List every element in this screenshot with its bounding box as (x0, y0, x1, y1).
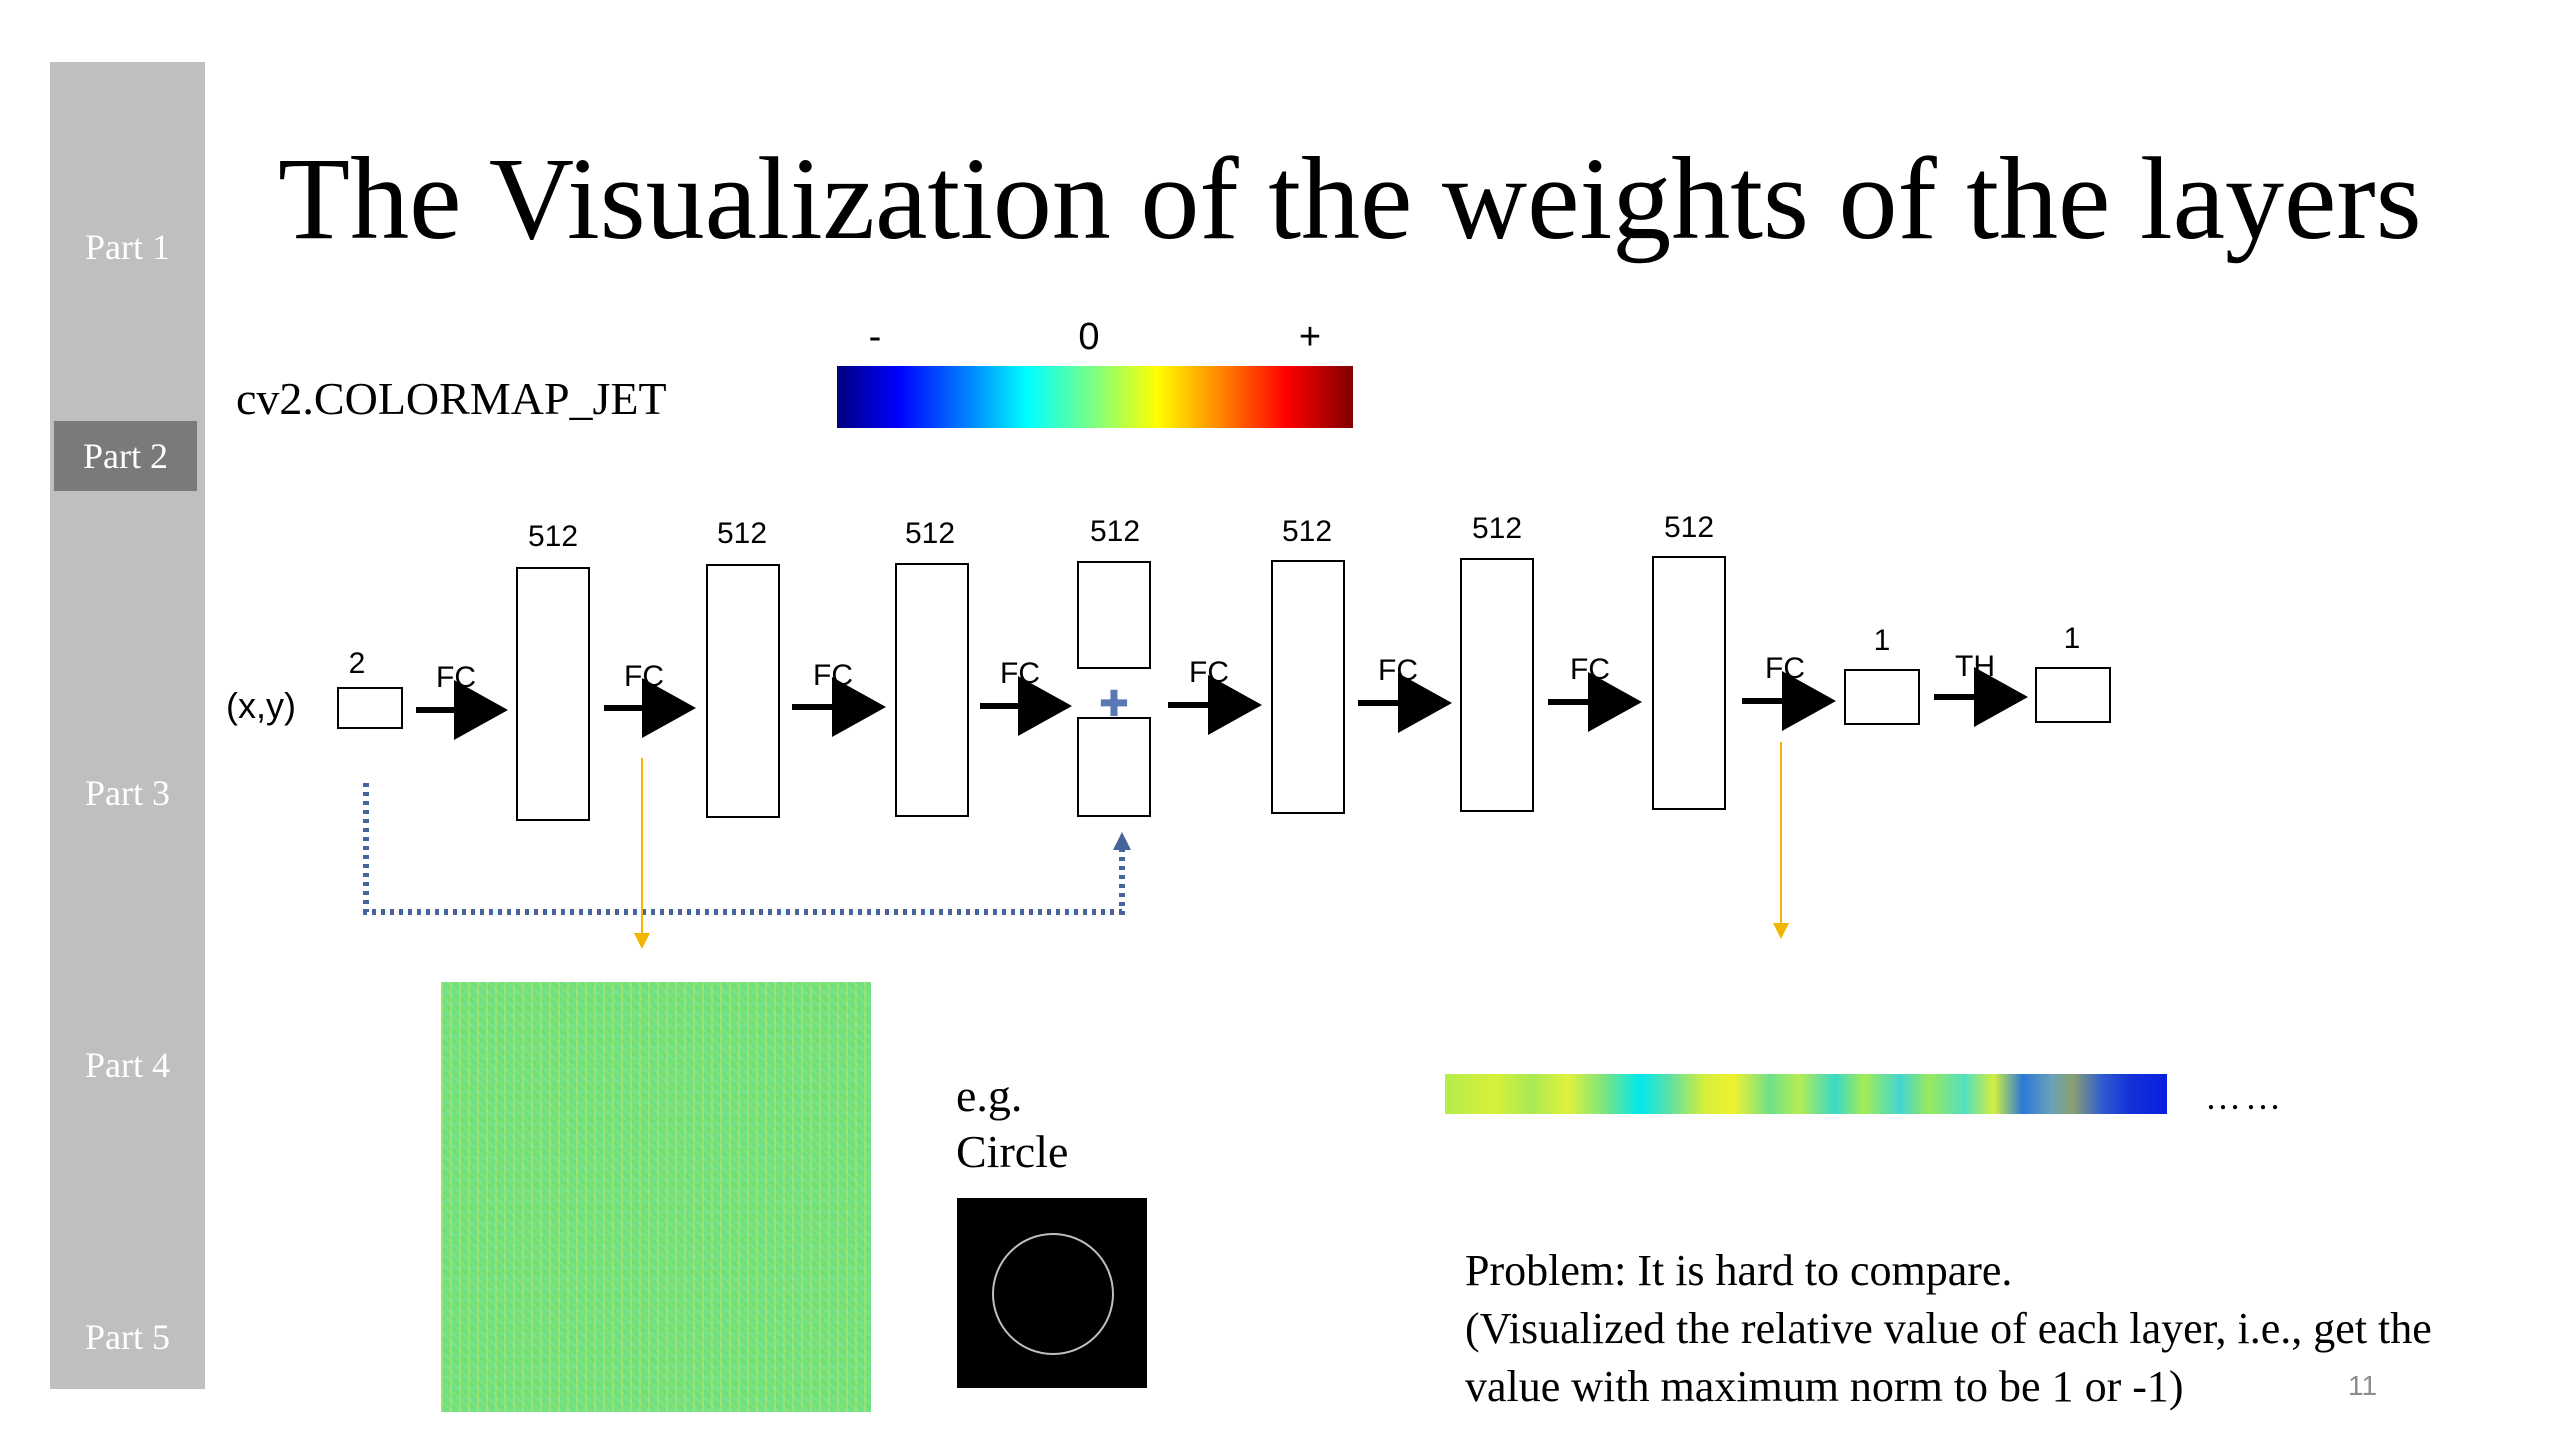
layer-7-node (1652, 556, 1726, 810)
fc-label-2: FC (624, 660, 664, 693)
network-diagram: (x,y) 2 FC 512 FC 512 FC 512 FC 512 ✚ FC… (226, 511, 2111, 949)
skip-connection (363, 783, 1125, 915)
weight-heatmap (441, 982, 871, 1412)
layer-3-dim: 512 (905, 517, 955, 550)
layer-1-dim: 512 (528, 520, 578, 553)
page-number: 11 (2348, 1370, 2378, 1401)
th-label: TH (1955, 650, 1995, 683)
fc-label-4: FC (1000, 657, 1040, 690)
example-label: e.g. Circle (956, 1068, 1068, 1180)
example-label-circle: Circle (956, 1126, 1069, 1177)
fc-label-5: FC (1189, 656, 1229, 689)
layer-7-dim: 512 (1664, 511, 1714, 544)
layer-4-bottom-node (1077, 717, 1151, 817)
layer-5-node (1271, 560, 1345, 814)
fc-label-1: FC (436, 661, 476, 694)
circle-example-image (957, 1198, 1147, 1388)
colormap-label: cv2.COLORMAP_JET (236, 373, 667, 424)
layer-6-dim: 512 (1472, 512, 1522, 545)
layer-4-dim: 512 (1090, 515, 1140, 548)
sidebar-item-part-2[interactable]: Part 2 (54, 421, 197, 491)
fc-label-8: FC (1765, 652, 1805, 685)
layer-5-dim: 512 (1282, 515, 1332, 548)
colorbar-tick-plus: + (1298, 316, 1322, 358)
problem-line-2: (Visualized the relative value of each l… (1465, 1304, 2432, 1353)
sidebar-item-part-1[interactable]: Part 1 (85, 227, 170, 267)
sidebar: Part 1 Part 2 Part 3 Part 4 Part 5 (50, 62, 205, 1389)
slide-title: The Visualization of the weights of the … (278, 133, 2422, 264)
final-output-node (2035, 667, 2111, 723)
sidebar-item-part-3[interactable]: Part 3 (85, 773, 170, 813)
sidebar-item-part-5[interactable]: Part 5 (85, 1317, 170, 1357)
problem-text: Problem: It is hard to compare. (Visuali… (1465, 1242, 2432, 1416)
layer-3-node (895, 563, 969, 817)
fc-label-3: FC (813, 659, 853, 692)
ellipsis: …… (2205, 1077, 2285, 1117)
problem-line-1: Problem: It is hard to compare. (1465, 1246, 2013, 1295)
skip-arrowhead (1113, 832, 1131, 850)
input-dim-label: 2 (349, 647, 366, 680)
fc-label-6: FC (1378, 654, 1418, 687)
final-out-dim: 1 (2064, 622, 2081, 655)
layer-2-dim: 512 (717, 517, 767, 550)
sidebar-item-part-4[interactable]: Part 4 (85, 1045, 170, 1085)
circle-ring (992, 1233, 1114, 1355)
last-layer-weight-bar (1445, 1074, 2167, 1114)
input-node (337, 687, 403, 729)
layer-4-top-node (1077, 561, 1151, 669)
input-label: (x,y) (226, 685, 296, 726)
layer-1-node (516, 567, 590, 821)
fc-label-7: FC (1570, 653, 1610, 686)
colorbar-tick-minus: - (868, 316, 882, 358)
problem-line-3: value with maximum norm to be 1 or -1) (1465, 1362, 2184, 1411)
layer-2-node (706, 564, 780, 818)
layer-6-node (1460, 558, 1534, 812)
fc-out-dim: 1 (1874, 624, 1891, 657)
example-label-eg: e.g. (956, 1070, 1023, 1121)
colorbar-tick-zero: 0 (1078, 316, 1100, 358)
fc-output-node (1844, 669, 1920, 725)
jet-colorbar (837, 366, 1353, 428)
